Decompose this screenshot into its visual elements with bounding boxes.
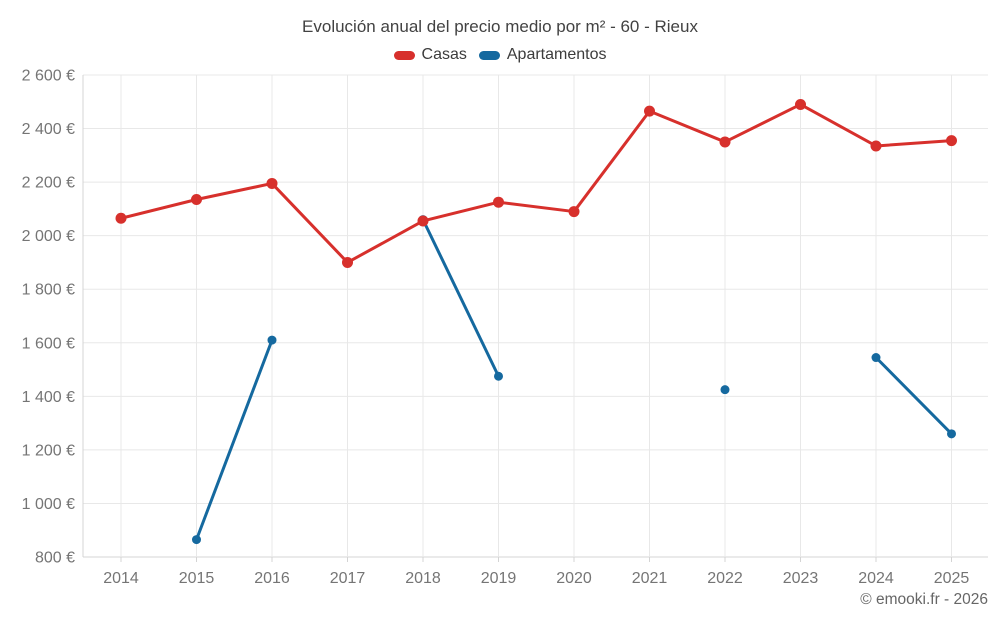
y-axis-label: 2 200 € [22, 175, 75, 192]
legend-label-casas: Casas [421, 46, 467, 63]
data-point-apartamentos [720, 385, 730, 395]
data-point-casas [719, 136, 731, 148]
x-axis-label: 2023 [783, 570, 819, 587]
x-axis-label: 2020 [556, 570, 592, 587]
series-line-apartamentos [195, 338, 274, 542]
x-axis-label: 2015 [179, 570, 215, 587]
data-point-casas [795, 98, 806, 110]
y-axis-label: 1 600 € [22, 335, 75, 352]
y-axis-label: 1 400 € [22, 389, 75, 406]
x-axis-label: 2019 [481, 570, 517, 587]
legend-item-apartamentos: Apartamentos [478, 46, 607, 64]
data-point-casas [266, 177, 278, 189]
y-axis-label: 2 000 € [22, 228, 75, 245]
data-point-casas [417, 215, 429, 227]
data-point-casas [493, 196, 504, 208]
chart-legend: Casas Apartamentos [0, 46, 1000, 64]
casas-series-swatch-icon [393, 50, 415, 60]
series-line-apartamentos [874, 356, 953, 436]
x-axis-label: 2014 [103, 570, 139, 587]
data-point-apartamentos [494, 371, 503, 381]
data-point-casas [870, 140, 882, 152]
data-point-apartamentos [192, 535, 201, 545]
x-axis-label: 2021 [632, 570, 668, 587]
data-point-casas [115, 212, 127, 224]
x-axis-label: 2017 [330, 570, 366, 587]
y-axis-label: 1 000 € [22, 496, 75, 513]
x-axis-label: 2016 [254, 570, 290, 587]
data-point-casas [568, 206, 580, 218]
x-axis-label: 2024 [858, 570, 894, 587]
y-axis-label: 1 800 € [22, 282, 75, 299]
x-axis-label: 2022 [707, 570, 743, 587]
y-axis-label: 2 400 € [22, 121, 75, 138]
y-axis-label: 800 € [35, 550, 75, 567]
data-point-apartamentos [871, 353, 881, 363]
copyright-text: © emooki.fr - 2026 [860, 591, 988, 608]
data-point-casas [342, 256, 353, 268]
data-point-apartamentos [947, 429, 956, 439]
apartamentos-series-swatch-icon [478, 50, 500, 60]
data-point-casas [644, 105, 655, 117]
x-axis-label: 2018 [405, 570, 441, 587]
y-axis-label: 1 200 € [22, 442, 75, 459]
data-point-casas [191, 194, 202, 206]
y-axis-label: 2 600 € [22, 68, 75, 85]
x-axis-label: 2025 [934, 570, 970, 587]
series-line-apartamentos [421, 218, 500, 378]
chart-title: Evolución anual del precio medio por m² … [302, 17, 698, 36]
data-point-apartamentos [267, 335, 277, 345]
legend-label-apartamentos: Apartamentos [506, 46, 607, 63]
data-point-casas [946, 135, 957, 147]
legend-item-casas: Casas [393, 46, 467, 64]
series-line-casas [119, 102, 953, 264]
